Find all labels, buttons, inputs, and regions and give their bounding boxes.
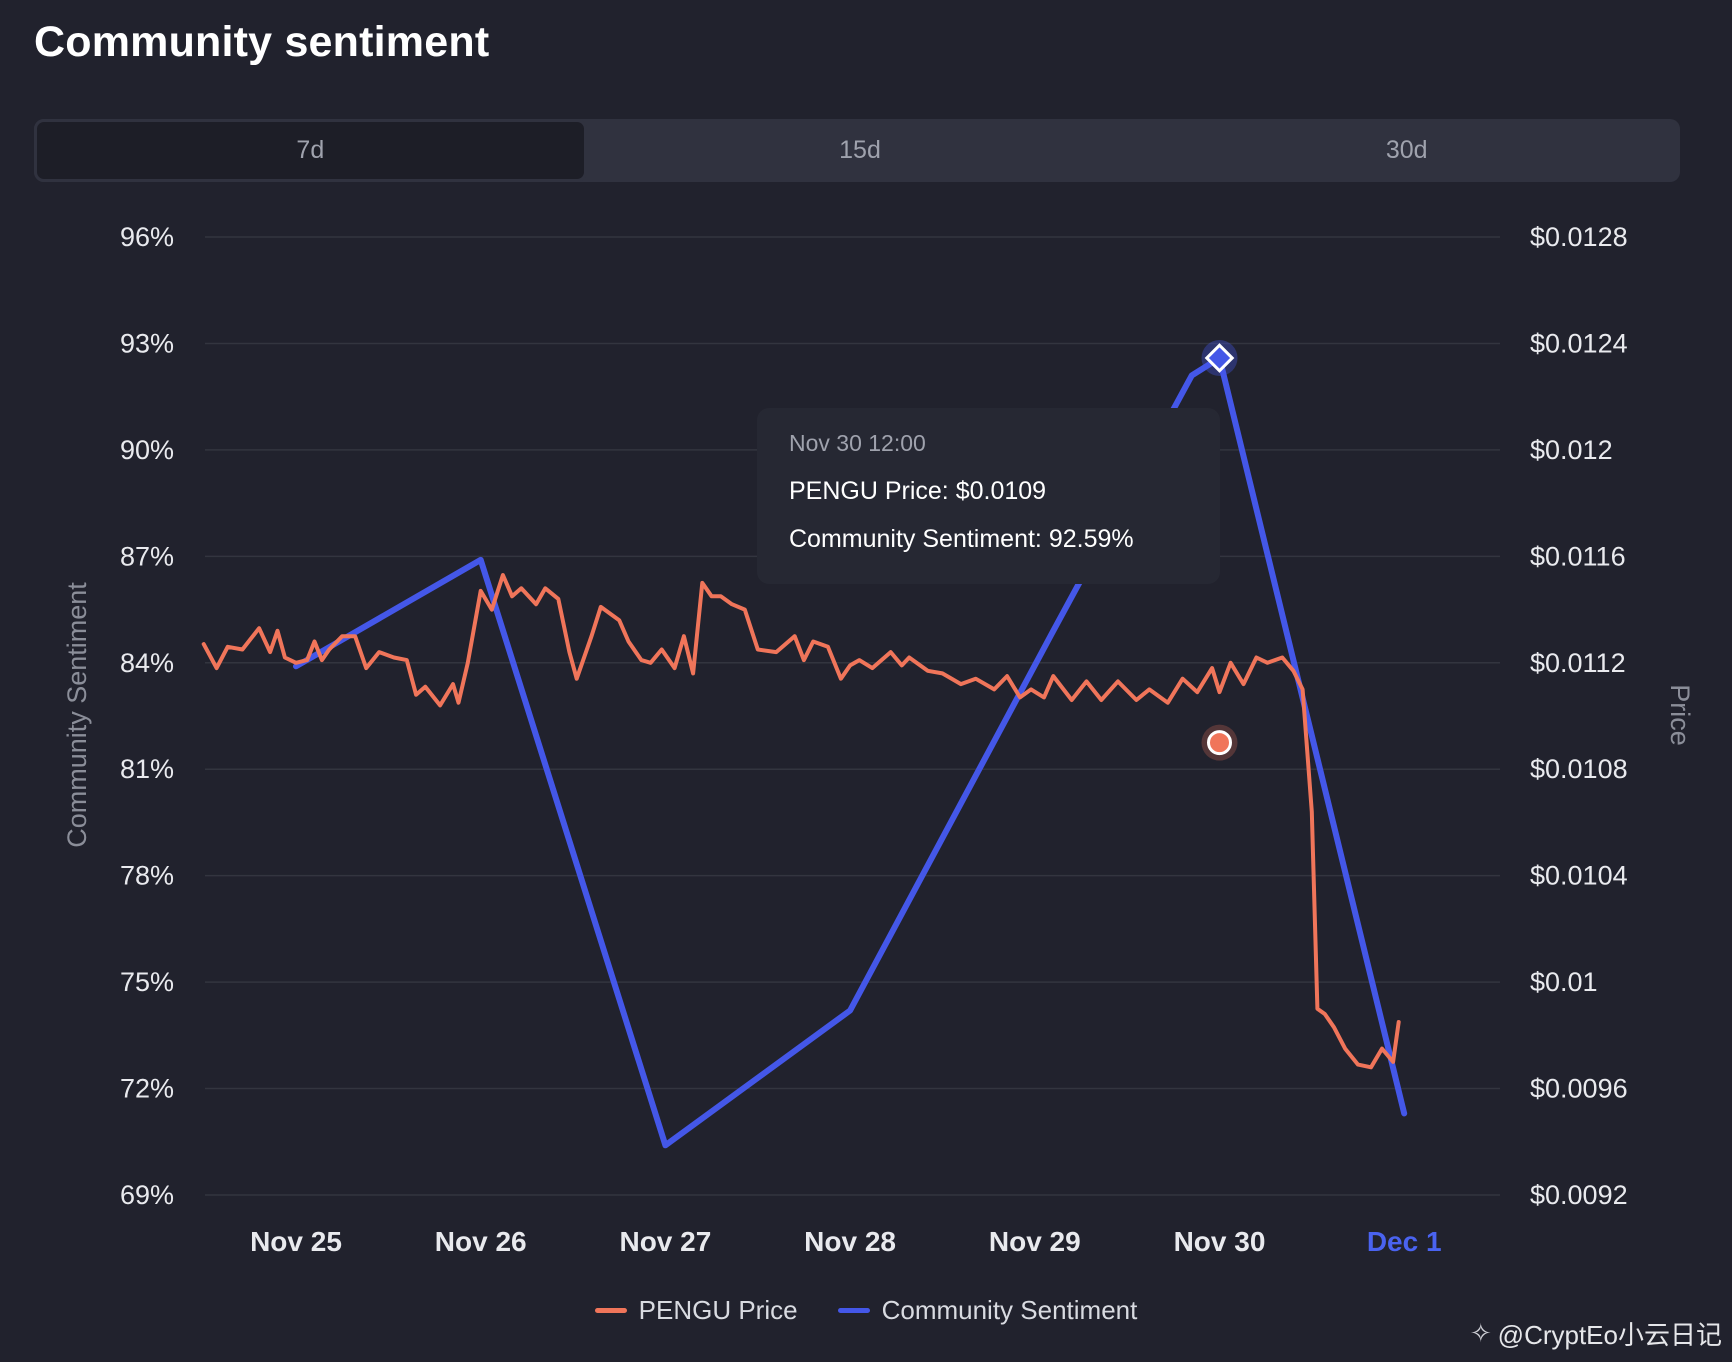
legend-swatch-price xyxy=(594,1308,627,1313)
y-tick-left: 87% xyxy=(120,541,174,571)
y-tick-right: $0.0096 xyxy=(1530,1074,1628,1104)
y-tick-left: 93% xyxy=(120,328,174,358)
y-tick-left: 72% xyxy=(120,1074,174,1104)
legend-item-price[interactable]: PENGU Price xyxy=(594,1295,798,1326)
y-tick-left: 81% xyxy=(120,754,174,784)
legend-label-price: PENGU Price xyxy=(638,1295,798,1325)
y-axis-label-right: Price xyxy=(1665,684,1695,746)
watermark: ✧ @CryptEo小云日记 xyxy=(1470,1315,1722,1352)
price-marker xyxy=(1207,730,1232,756)
legend-swatch-sentiment xyxy=(837,1308,870,1313)
y-tick-left: 84% xyxy=(120,648,174,678)
tab-15d[interactable]: 15d xyxy=(839,136,881,164)
tab-30d[interactable]: 30d xyxy=(1385,136,1428,164)
sentiment-marker xyxy=(1204,343,1235,373)
page-title: Community sentiment xyxy=(34,18,490,66)
tooltip-sentiment: Community Sentiment: 92.59% xyxy=(789,525,1134,553)
legend-item-sentiment[interactable]: Community Sentiment xyxy=(837,1295,1138,1326)
y-tick-right: $0.0116 xyxy=(1530,541,1626,571)
tab-7d[interactable]: 7d xyxy=(34,119,587,182)
y-tick-left: 96% xyxy=(120,222,174,252)
y-tick-right: $0.0108 xyxy=(1530,754,1628,784)
x-tick: Nov 28 xyxy=(804,1226,896,1257)
y-tick-left: 90% xyxy=(120,435,174,465)
y-tick-right: $0.0104 xyxy=(1530,861,1628,891)
tooltip-date: Nov 30 12:00 xyxy=(789,430,926,456)
price-line xyxy=(201,573,1401,1070)
chart-legend: PENGU Price Community Sentiment xyxy=(0,1295,1732,1326)
time-range-tabs: 7d 15d 30d xyxy=(34,119,1680,182)
x-tick: Nov 26 xyxy=(435,1226,527,1257)
y-tick-right: $0.012 xyxy=(1530,435,1613,465)
y-tick-right: $0.0128 xyxy=(1530,222,1628,252)
x-tick: Nov 25 xyxy=(250,1226,342,1257)
x-tick: Nov 29 xyxy=(989,1226,1081,1257)
y-tick-right: $0.0092 xyxy=(1530,1180,1628,1210)
y-tick-left: 78% xyxy=(120,861,174,891)
y-axis-label-left: Community Sentiment xyxy=(62,582,92,848)
y-tick-left: 69% xyxy=(120,1180,174,1210)
watermark-text: @CryptEo小云日记 xyxy=(1497,1320,1722,1350)
y-tick-right: $0.0124 xyxy=(1530,328,1628,358)
binance-logo-icon: ✧ xyxy=(1469,1318,1492,1348)
y-tick-right: $0.0112 xyxy=(1530,648,1626,678)
y-tick-left: 75% xyxy=(120,967,174,997)
legend-label-sentiment: Community Sentiment xyxy=(881,1295,1138,1325)
chart-tooltip: Nov 30 12:00 PENGU Price: $0.0109 Commun… xyxy=(757,408,1220,584)
y-tick-right: $0.01 xyxy=(1530,967,1598,997)
x-tick: Dec 1 xyxy=(1367,1226,1442,1257)
x-tick: Nov 27 xyxy=(619,1226,711,1257)
tooltip-price: PENGU Price: $0.0109 xyxy=(789,477,1047,505)
x-tick: Nov 30 xyxy=(1174,1226,1266,1257)
